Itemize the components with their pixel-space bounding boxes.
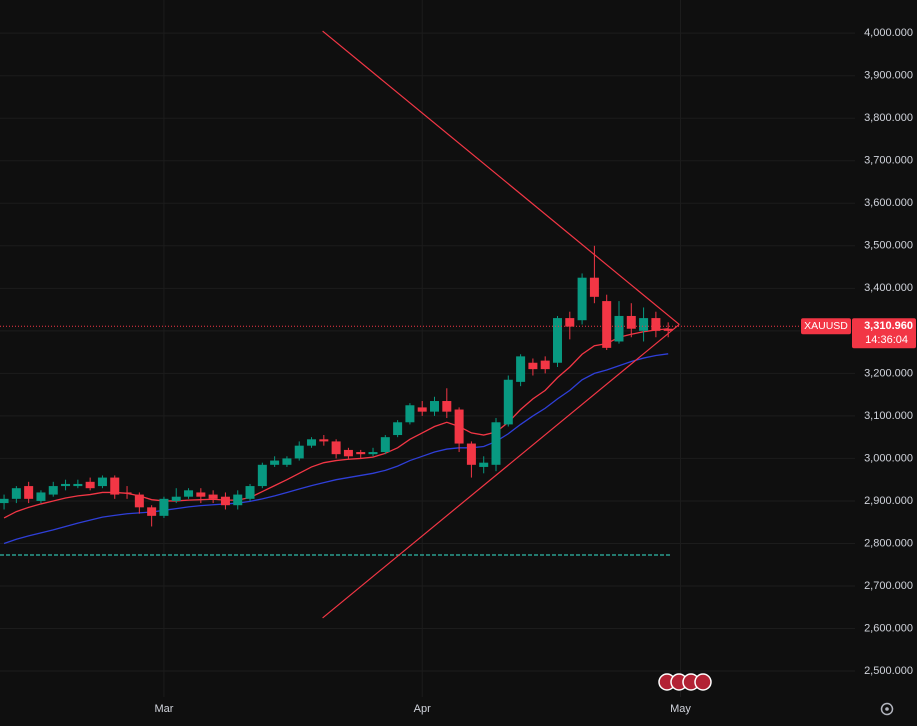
y-tick-label: 2,900.000 <box>864 495 913 507</box>
candle-body <box>663 328 673 331</box>
symbol-label: XAUUSD <box>804 320 848 332</box>
candle-body <box>36 492 46 501</box>
candle-body <box>208 494 218 499</box>
candle-body <box>270 460 280 465</box>
candle-body <box>159 498 169 516</box>
candle-body <box>577 277 587 321</box>
y-tick-label: 3,900.000 <box>864 70 913 82</box>
candle-body <box>220 496 230 506</box>
candle-body <box>233 494 243 506</box>
candle-body <box>589 277 599 297</box>
y-tick-label: 3,500.000 <box>864 240 913 252</box>
candle-body <box>393 422 403 436</box>
settings-button[interactable] <box>880 702 894 716</box>
candle-body <box>380 437 390 453</box>
candle-body <box>602 301 612 348</box>
candle-body <box>282 458 292 465</box>
candle-body <box>171 496 181 501</box>
candle-body <box>442 401 452 412</box>
y-tick-label: 4,000.000 <box>864 27 913 39</box>
candle-body <box>134 494 144 508</box>
candle-body <box>639 318 649 331</box>
y-tick-label: 3,200.000 <box>864 367 913 379</box>
candle-body <box>430 401 440 412</box>
candle-body <box>245 486 255 499</box>
candle-body <box>85 481 95 489</box>
symbol-label-box <box>801 318 851 335</box>
candle-body <box>343 449 353 457</box>
candle-body <box>552 318 562 363</box>
price-label: 3,310.960 <box>864 320 913 332</box>
candle-body <box>147 507 157 516</box>
candle-body <box>614 315 624 342</box>
candle-body <box>454 409 464 444</box>
moving-average-line <box>3 353 669 545</box>
candle-body <box>503 379 513 425</box>
candle-body <box>479 462 489 467</box>
y-tick-label: 2,800.000 <box>864 537 913 549</box>
candle-body <box>331 441 341 455</box>
candle-body <box>651 318 661 331</box>
trendline <box>322 324 680 619</box>
y-tick-label: 3,700.000 <box>864 155 913 167</box>
candle-body <box>257 464 267 487</box>
candle-body <box>565 318 575 327</box>
grid <box>0 0 855 697</box>
candle-body <box>319 439 329 442</box>
candle-body <box>11 488 21 499</box>
candle-body <box>73 483 83 487</box>
price-label-box <box>852 318 916 349</box>
candle-body <box>48 486 58 495</box>
candle-body <box>110 477 120 495</box>
y-tick-label: 3,100.000 <box>864 410 913 422</box>
candle-body <box>24 486 34 499</box>
candle-body <box>356 452 366 455</box>
candle-body <box>540 360 550 370</box>
candle-body <box>626 315 636 329</box>
candle-body <box>307 439 317 446</box>
candle-body <box>491 422 501 465</box>
candle-body <box>528 362 538 370</box>
x-tick-label: Mar <box>154 703 173 715</box>
settings-icon[interactable] <box>880 702 894 716</box>
y-tick-label: 2,600.000 <box>864 622 913 634</box>
x-tick-label: Apr <box>414 703 431 715</box>
candle-body <box>184 490 194 497</box>
candle-body <box>0 498 9 504</box>
x-tick-label: May <box>670 703 691 715</box>
plot-area <box>0 30 855 619</box>
axes: 2,500.000 2,600.000 2,700.000 2,800.000 2,90… <box>154 27 916 715</box>
countdown-label: 14:36:04 <box>865 334 908 346</box>
candle-body <box>516 356 526 382</box>
y-tick-label: 3,600.000 <box>864 197 913 209</box>
trendline <box>322 30 680 325</box>
candle-body <box>405 405 415 423</box>
candle-body <box>97 477 107 487</box>
candle-body <box>417 407 427 412</box>
event-icons[interactable] <box>658 673 712 691</box>
candle-body <box>368 452 378 455</box>
candle-body <box>466 443 476 465</box>
candle-body <box>294 445 304 459</box>
candle-body <box>122 492 132 494</box>
candle-body <box>196 492 206 497</box>
candle-body <box>61 483 71 487</box>
y-tick-label: 3,800.000 <box>864 112 913 124</box>
y-tick-label: 2,500.000 <box>864 665 913 677</box>
settings-icon-center <box>885 707 889 711</box>
y-tick-label: 2,700.000 <box>864 580 913 592</box>
y-tick-label: 3,000.000 <box>864 452 913 464</box>
y-tick-label: 3,400.000 <box>864 282 913 294</box>
event-icon[interactable] <box>694 673 712 691</box>
